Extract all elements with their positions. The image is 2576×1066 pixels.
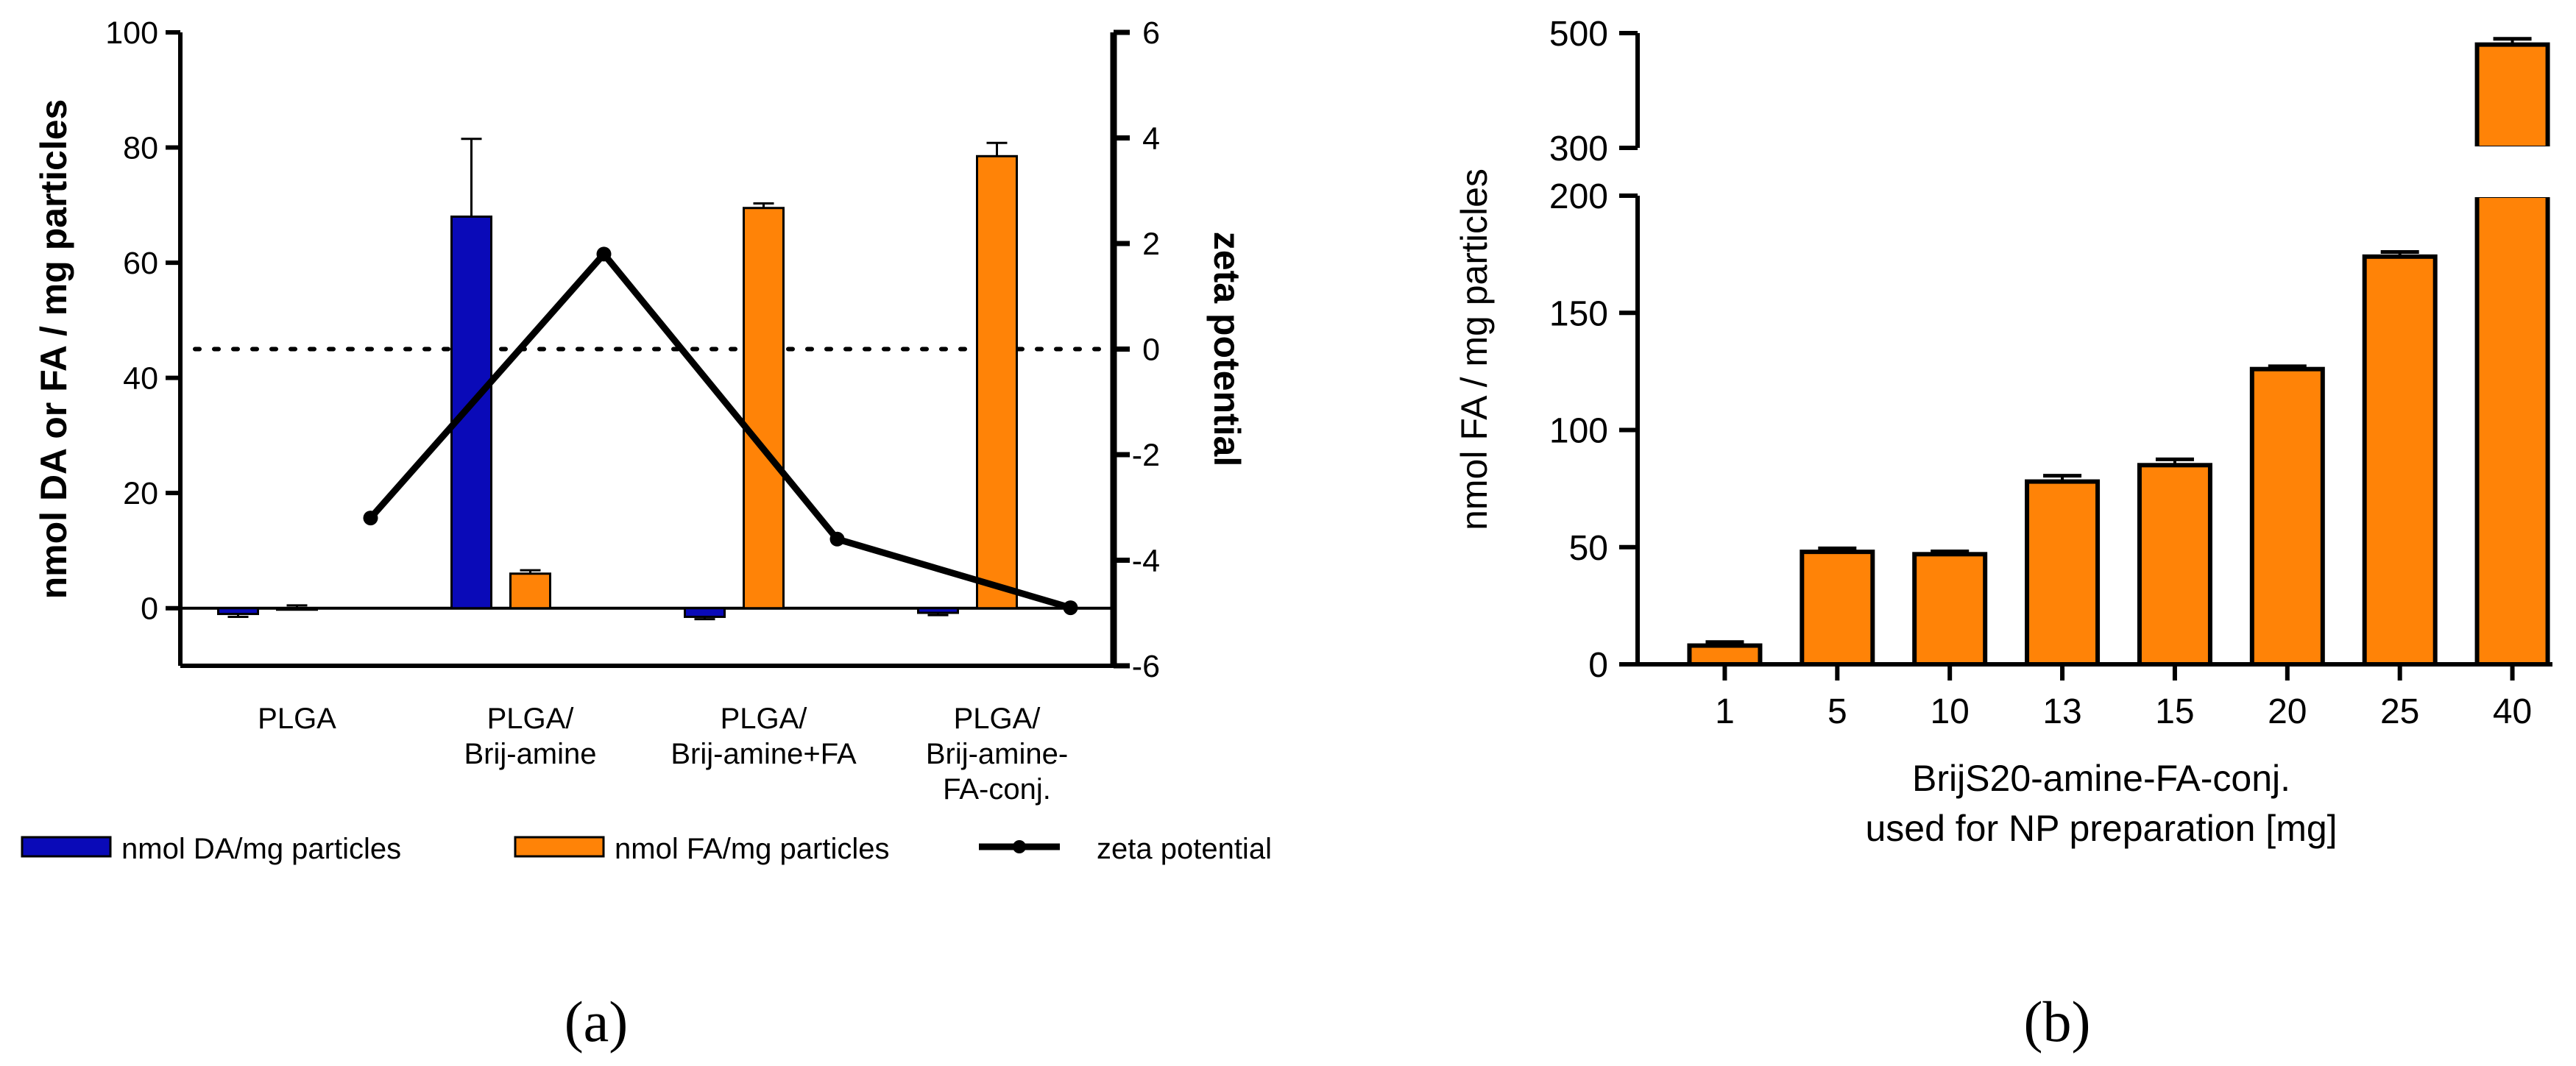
bar-fa — [509, 572, 551, 610]
bar-da — [450, 215, 492, 610]
x-category-label: PLGA/ — [954, 703, 1041, 735]
left-y-tick-label: 80 — [123, 131, 158, 166]
legend-swatch — [21, 836, 112, 858]
bar — [1687, 643, 1763, 667]
bar-fa — [743, 207, 785, 610]
y-tick-label: 500 — [1549, 15, 1608, 54]
x-tick-label: 13 — [2042, 692, 2081, 731]
x-category-label: Brij-amine+FA — [670, 738, 857, 770]
y-tick-label: 300 — [1549, 129, 1608, 168]
x-category-label: PLGA — [258, 703, 336, 735]
panel-a-chart: 0 20 40 60 80 100 -6 -4 -2 0 2 4 6 PLGA PLGA/Brij-amin… — [21, 15, 1272, 1053]
left-y-tick-label: 60 — [123, 246, 158, 281]
axis-break-gap — [2474, 146, 2551, 197]
y-tick-label: 50 — [1569, 529, 1608, 568]
left-y-tick-label: 20 — [123, 476, 158, 511]
legend-label: nmol FA/mg particles — [615, 833, 889, 865]
left-y-tick-label: 40 — [123, 361, 158, 397]
x-category-label: Brij-amine — [464, 738, 596, 770]
bar-fa — [976, 154, 1018, 610]
bar — [2362, 254, 2438, 667]
y-tick-label: 200 — [1549, 177, 1608, 216]
zeta-potential-point — [596, 246, 612, 262]
x-axis-title: BrijS20-amine-FA-conj. — [1912, 758, 2290, 799]
right-y-tick-label: 2 — [1142, 227, 1160, 262]
right-y-tick-label: 4 — [1142, 121, 1160, 157]
x-tick-label: 40 — [2493, 692, 2532, 731]
left-y-tick-label: 100 — [105, 15, 158, 51]
x-tick-label: 15 — [2155, 692, 2194, 731]
y-tick-label: 150 — [1549, 294, 1608, 333]
legend-label: nmol DA/mg particles — [121, 833, 401, 865]
bar — [2025, 479, 2101, 667]
zeta-potential-point — [363, 511, 378, 526]
x-tick-label: 25 — [2380, 692, 2419, 731]
bar-fa — [276, 607, 318, 611]
zeta-potential-point — [1063, 600, 1078, 616]
right-y-tick-label: -2 — [1132, 438, 1160, 473]
panel-label-a: (a) — [565, 989, 629, 1053]
bar-da — [684, 607, 726, 618]
bar-da — [917, 607, 959, 614]
panel-label-b: (b) — [2024, 989, 2091, 1053]
right-y-tick-label: -6 — [1132, 649, 1160, 684]
left-y-tick-label: 0 — [141, 591, 158, 627]
x-category-label: FA-conj. — [943, 773, 1051, 806]
zeta-potential-point — [829, 531, 845, 547]
x-tick-label: 10 — [1930, 692, 1969, 731]
x-axis-title: used for NP preparation [mg] — [1865, 808, 2337, 849]
x-tick-label: 1 — [1715, 692, 1735, 731]
legend-marker — [1013, 840, 1026, 853]
right-y-tick-label: 0 — [1142, 333, 1160, 368]
right-y-tick-label: -4 — [1132, 544, 1160, 579]
y-tick-label: 100 — [1549, 412, 1608, 451]
x-category-label: Brij-amine- — [926, 738, 1068, 770]
bar — [2137, 463, 2212, 667]
bar — [1912, 552, 1988, 667]
legend-label: zeta potential — [1097, 833, 1272, 865]
bar-da — [217, 607, 259, 616]
x-category-label: PLGA/ — [721, 703, 808, 735]
bar-upper-segment — [2474, 42, 2550, 150]
x-category-label: PLGA/ — [487, 703, 575, 735]
left-y-axis-title: nmol DA or FA / mg particles — [33, 99, 74, 600]
bar-lower-segment — [2474, 193, 2550, 667]
x-tick-label: 20 — [2268, 692, 2307, 731]
zeta-potential-line — [368, 250, 1072, 611]
right-y-tick-label: 6 — [1142, 15, 1160, 51]
y-axis-title: nmol FA / mg particles — [1454, 168, 1495, 530]
y-tick-label: 0 — [1588, 646, 1608, 685]
right-y-axis-title: zeta potential — [1206, 232, 1248, 466]
bar — [1800, 550, 1875, 667]
x-tick-label: 5 — [1827, 692, 1847, 731]
legend-swatch — [514, 836, 605, 858]
bar — [2249, 366, 2325, 667]
